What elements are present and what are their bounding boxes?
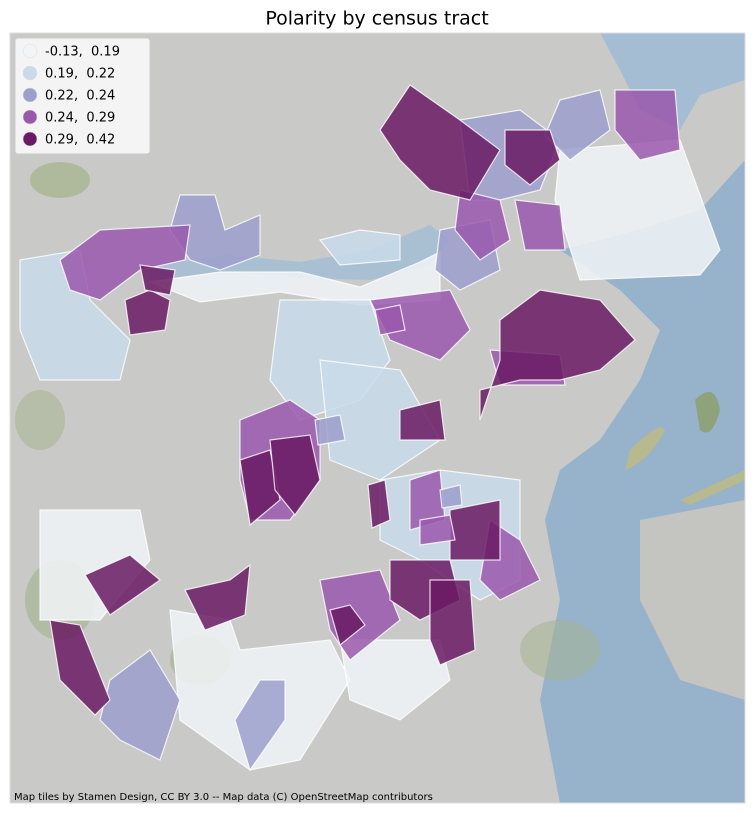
basemap bbox=[10, 33, 745, 803]
tract bbox=[184, 563, 251, 631]
tract bbox=[314, 414, 346, 446]
peninsula bbox=[640, 500, 745, 700]
tract bbox=[367, 479, 391, 529]
tract bbox=[339, 639, 451, 721]
legend-marker bbox=[22, 43, 38, 59]
park bbox=[30, 162, 90, 198]
tract bbox=[479, 289, 636, 421]
tract bbox=[59, 224, 191, 301]
legend-marker bbox=[22, 131, 38, 147]
legend-label: 0.29, 0.42 bbox=[45, 133, 115, 148]
tract bbox=[124, 289, 171, 336]
map-frame bbox=[9, 32, 746, 804]
tract bbox=[318, 229, 401, 266]
legend-box bbox=[14, 37, 151, 155]
legend-label: 0.22, 0.24 bbox=[45, 89, 115, 104]
tract bbox=[439, 484, 463, 509]
tract bbox=[139, 264, 176, 296]
tract bbox=[239, 449, 281, 527]
legend-label: -0.13, 0.19 bbox=[45, 45, 120, 60]
tract bbox=[454, 189, 511, 261]
upper-water bbox=[600, 33, 745, 130]
tract bbox=[429, 579, 476, 666]
tract bbox=[234, 679, 286, 772]
tract bbox=[504, 129, 561, 186]
tract bbox=[329, 604, 366, 647]
tract bbox=[269, 434, 321, 516]
legend-marker bbox=[22, 109, 38, 125]
map-title: Polarity by census tract bbox=[265, 8, 488, 30]
park bbox=[520, 620, 600, 680]
tract bbox=[374, 304, 406, 336]
tract bbox=[449, 499, 501, 561]
legend-label: 0.24, 0.29 bbox=[45, 111, 115, 126]
legend-label: 0.19, 0.22 bbox=[45, 67, 115, 82]
tracts bbox=[19, 84, 721, 772]
tract bbox=[544, 89, 611, 161]
tract bbox=[84, 554, 161, 616]
island bbox=[680, 470, 745, 505]
tract bbox=[419, 514, 456, 546]
tract bbox=[514, 199, 566, 251]
tract bbox=[379, 84, 501, 201]
island bbox=[625, 427, 665, 470]
tract bbox=[49, 619, 111, 716]
tract bbox=[399, 399, 446, 441]
park bbox=[15, 390, 65, 450]
legend: -0.13, 0.19 0.19, 0.22 0.22, 0.24 0.24, 0.2… bbox=[22, 43, 120, 148]
tract bbox=[614, 89, 681, 161]
island bbox=[695, 392, 720, 433]
tract bbox=[99, 649, 181, 761]
legend-marker bbox=[22, 87, 38, 103]
legend-marker bbox=[22, 65, 38, 81]
tract bbox=[554, 139, 721, 281]
attribution: Map tiles by Stamen Design, CC BY 3.0 --… bbox=[14, 792, 433, 803]
